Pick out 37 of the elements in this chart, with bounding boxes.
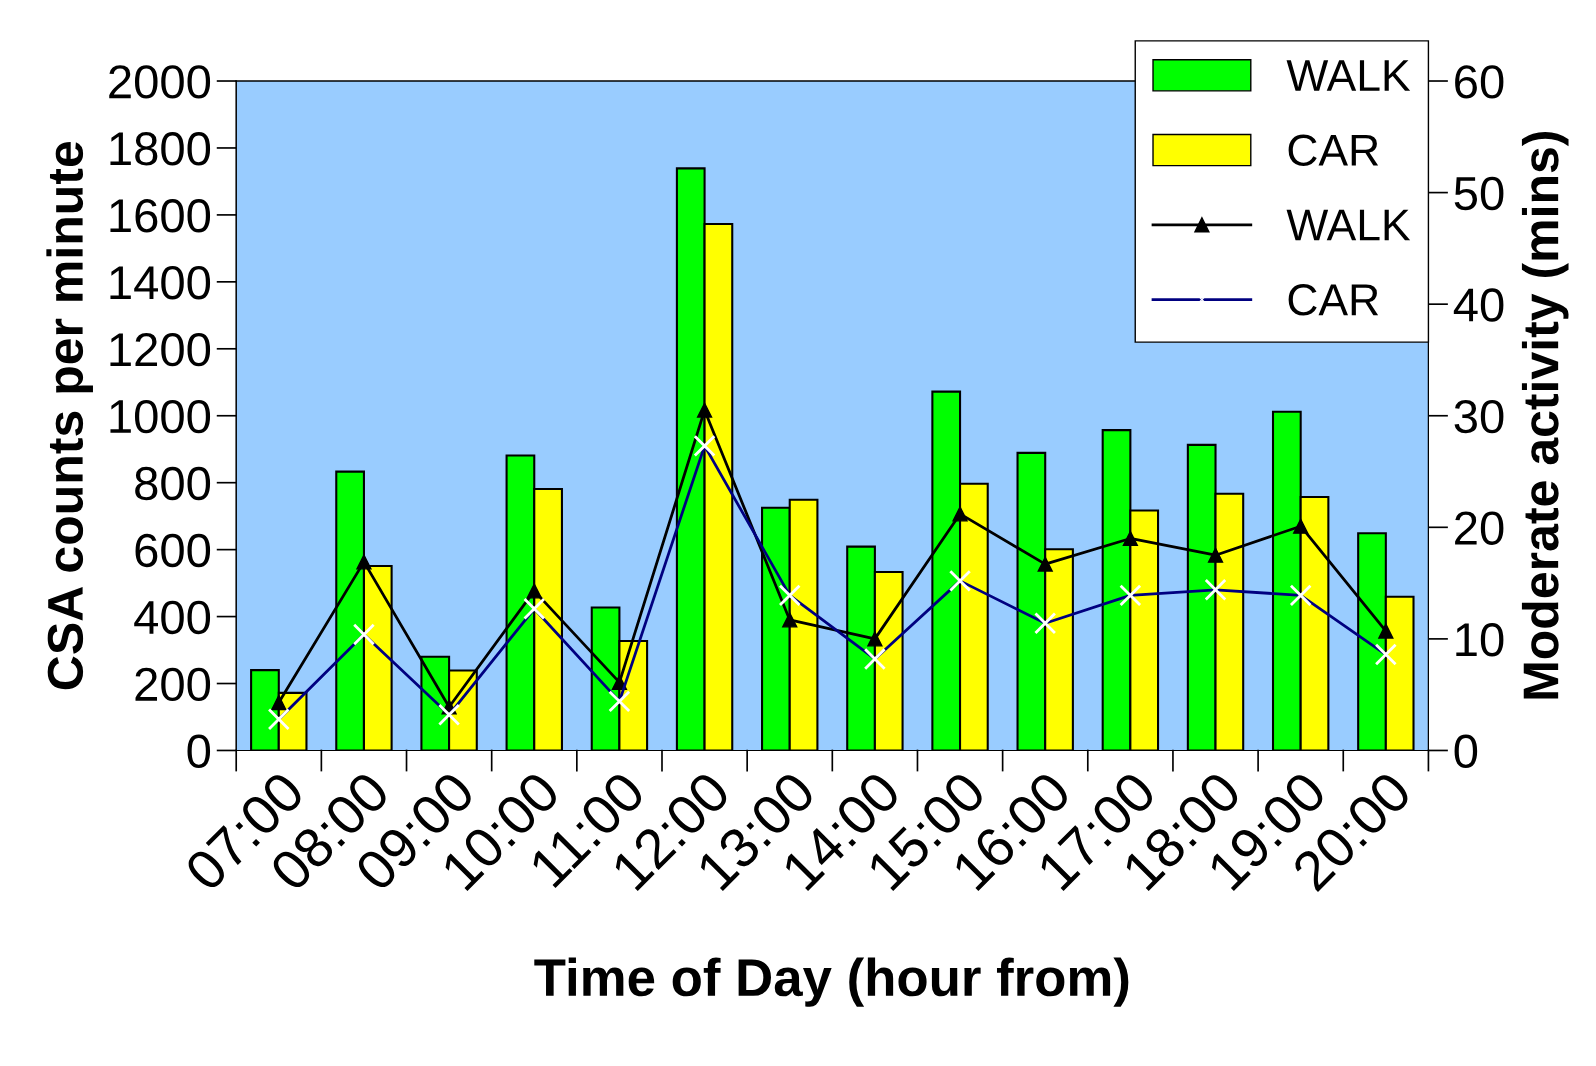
legend-label: CAR [1288,284,1379,316]
point [1122,530,1139,547]
y2-tick-label: 50 [1454,176,1504,211]
y2-tick-label: 0 [1454,734,1478,769]
y2-axis-title: Moderate activity (mins) [1521,132,1569,699]
y-axis-title: CSA counts per minute [46,141,93,690]
y-tick-label: 1000 [110,399,211,434]
point [696,402,713,418]
y-tick-label: 1600 [110,199,211,233]
legend-label: WALK [1286,60,1411,91]
point [952,506,968,522]
x-axis-title: Time of Day (hour from) [534,957,1129,1007]
legend-label: CAR [1288,134,1379,167]
y2-tick-label: 20 [1455,511,1504,545]
point [1378,623,1394,639]
point [1293,518,1309,534]
y2-tick-label: 40 [1453,288,1504,322]
legend-label: WALK [1286,209,1411,241]
point [526,583,542,599]
y2-tick-label: 60 [1455,65,1504,99]
y-tick-label: 800 [135,466,211,501]
y-tick-label: 200 [135,667,211,702]
point [1037,556,1053,572]
y-tick-label: 1200 [110,332,211,367]
y-tick-label: 1400 [110,265,211,300]
point [271,694,287,711]
y-tick-label: 1800 [110,132,211,166]
point [1207,547,1224,563]
y-tick-label: 400 [134,600,211,635]
y-tick-label: 2000 [109,65,211,99]
y2-tick-label: 30 [1454,399,1504,434]
y-tick-label: 0 [187,734,211,769]
y2-tick-label: 10 [1456,623,1504,657]
point [782,612,798,628]
y-tick-label: 600 [135,533,211,568]
point [867,631,883,647]
point [356,554,372,570]
